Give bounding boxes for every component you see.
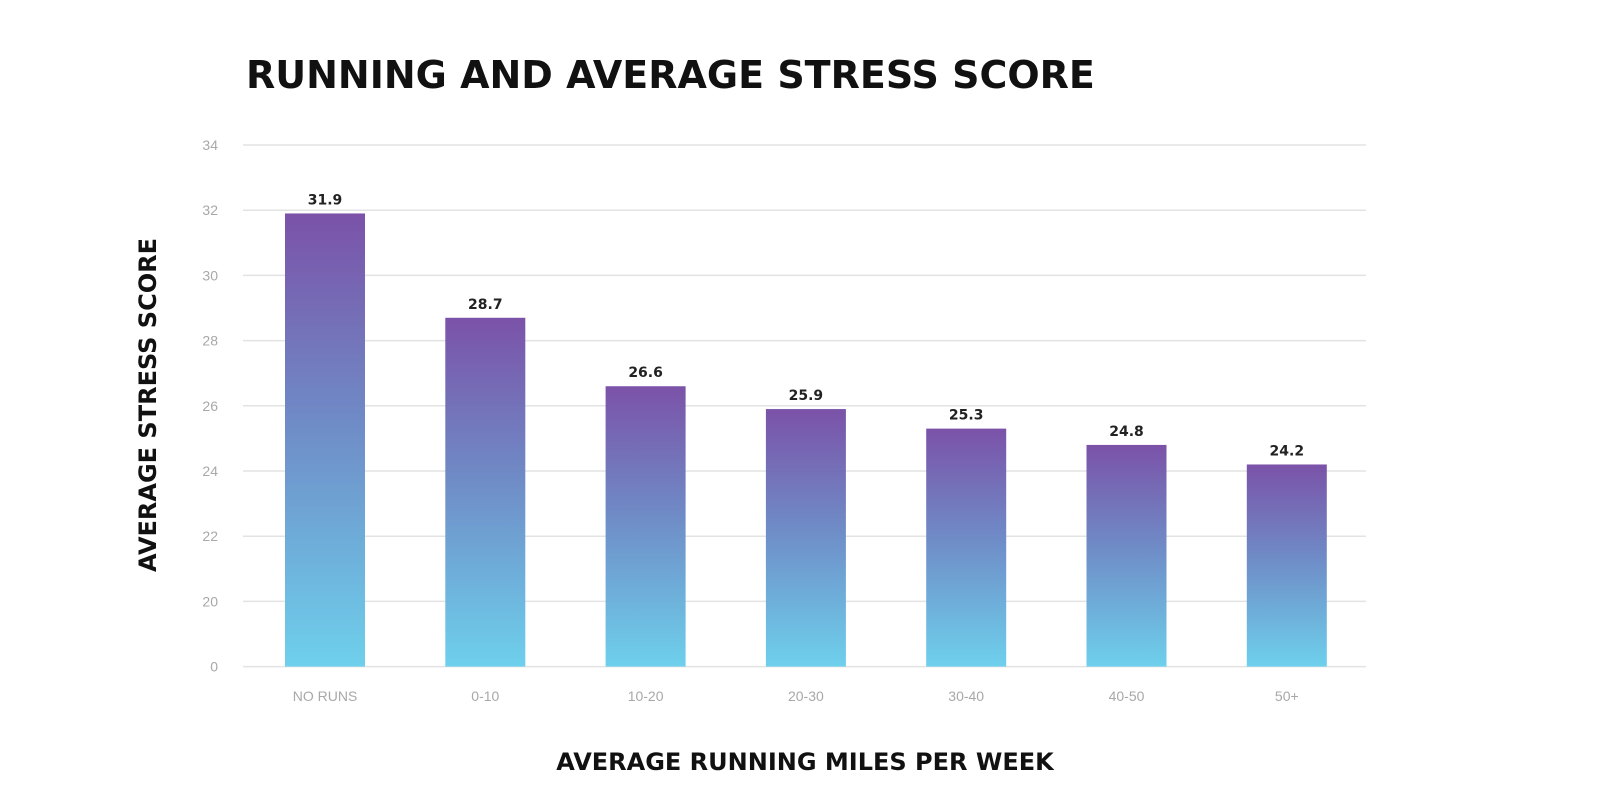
x-category-label: NO RUNS <box>293 688 358 704</box>
x-category-label: 20-30 <box>788 688 824 704</box>
bar <box>765 409 846 667</box>
y-tick-label: 26 <box>202 398 218 414</box>
bar-value-label: 25.3 <box>949 408 984 424</box>
bars <box>285 213 1327 667</box>
x-category-label: 0-10 <box>471 688 499 704</box>
x-category-label: 30-40 <box>948 688 984 704</box>
x-category-label: 10-20 <box>628 688 664 704</box>
bar-value-label: 31.9 <box>308 192 343 208</box>
gridlines <box>243 144 1366 668</box>
bar-value-label: 24.2 <box>1270 443 1305 459</box>
bar-value-label: 26.6 <box>628 365 663 381</box>
y-tick-label: 20 <box>202 593 218 609</box>
bar <box>1246 464 1327 667</box>
y-tick-label: 24 <box>202 463 218 479</box>
bar <box>605 386 686 667</box>
data-labels: 31.9 28.7 26.6 25.9 25.3 24.8 24.2 <box>308 192 1304 459</box>
y-axis-title: AVERAGE STRESS SCORE <box>134 238 162 572</box>
x-category-label: 40-50 <box>1109 688 1145 704</box>
x-axis-title: AVERAGE RUNNING MILES PER WEEK <box>556 748 1055 776</box>
x-category-label: 50+ <box>1275 688 1299 704</box>
y-tick-label: 34 <box>202 137 218 153</box>
bar <box>1086 444 1167 667</box>
y-tick-label: 32 <box>202 202 218 218</box>
bar <box>285 213 365 667</box>
bar <box>926 428 1007 667</box>
y-tick-label: 22 <box>202 528 218 544</box>
y-tick-label: 0 <box>210 659 218 675</box>
bar-value-label: 28.7 <box>468 297 503 313</box>
bar <box>445 317 526 667</box>
bar-value-label: 24.8 <box>1109 424 1144 440</box>
chart-title: RUNNING AND AVERAGE STRESS SCORE <box>246 53 1095 97</box>
y-axis-ticks: 0 20 22 24 26 28 30 32 34 <box>202 137 218 675</box>
y-tick-label: 28 <box>202 333 218 349</box>
bar-value-label: 25.9 <box>789 388 824 404</box>
y-tick-label: 30 <box>202 267 218 283</box>
x-axis-ticks: NO RUNS 0-10 10-20 20-30 30-40 40-50 50+ <box>293 688 1299 704</box>
